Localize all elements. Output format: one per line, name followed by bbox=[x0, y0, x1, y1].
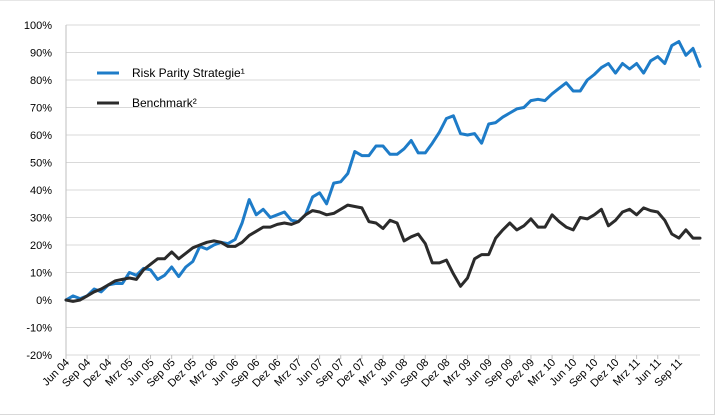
y-tick-label: 20% bbox=[30, 240, 52, 252]
y-tick-label: -20% bbox=[26, 350, 52, 362]
y-tick-label: 50% bbox=[30, 158, 52, 170]
y-tick-label: 90% bbox=[30, 48, 52, 60]
legend-label: Risk Parity Strategie¹ bbox=[132, 66, 245, 80]
y-tick-label: 80% bbox=[30, 75, 52, 87]
y-tick-label: 60% bbox=[30, 130, 52, 142]
y-tick-label: 0% bbox=[36, 295, 52, 307]
y-tick-label: -10% bbox=[26, 323, 52, 335]
y-tick-label: 10% bbox=[30, 268, 52, 280]
legend-label: Benchmark² bbox=[132, 96, 197, 110]
y-tick-label: 100% bbox=[24, 20, 52, 32]
y-tick-label: 70% bbox=[30, 103, 52, 115]
y-tick-label: 30% bbox=[30, 213, 52, 225]
series-line-benchmark bbox=[64, 203, 702, 303]
y-tick-label: 40% bbox=[30, 185, 52, 197]
series-line-risk-parity bbox=[64, 40, 702, 302]
